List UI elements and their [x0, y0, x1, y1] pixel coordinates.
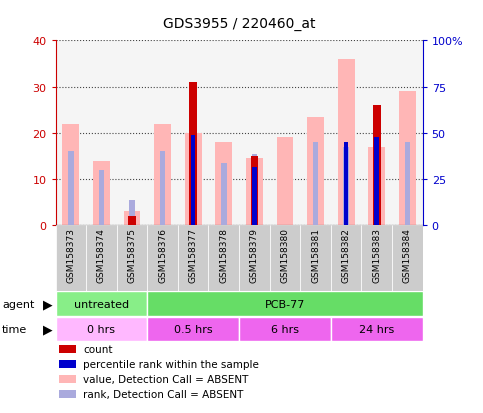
Bar [147, 225, 178, 291]
Bar [252, 168, 256, 225]
Bar [154, 124, 171, 225]
Bar [369, 147, 385, 225]
Bar [147, 317, 239, 341]
Text: GSM158383: GSM158383 [372, 228, 381, 282]
Bar [374, 145, 380, 225]
Bar [361, 225, 392, 291]
Bar [307, 117, 324, 225]
Bar [86, 225, 117, 291]
Text: GSM158378: GSM158378 [219, 228, 228, 282]
Text: GSM158377: GSM158377 [189, 228, 198, 282]
Text: PCB-77: PCB-77 [265, 299, 305, 309]
Bar [178, 225, 209, 291]
Bar [300, 225, 331, 291]
Bar [93, 161, 110, 225]
Bar [239, 225, 270, 291]
Text: GSM158381: GSM158381 [311, 228, 320, 282]
Bar [374, 138, 379, 225]
Bar [191, 136, 196, 225]
Text: GSM158382: GSM158382 [341, 228, 351, 282]
Bar [373, 106, 381, 225]
Bar [343, 147, 349, 225]
Bar [239, 317, 331, 341]
Bar [405, 143, 410, 225]
Text: 6 hrs: 6 hrs [271, 324, 299, 334]
Text: GDS3955 / 220460_at: GDS3955 / 220460_at [163, 17, 315, 31]
Bar [68, 152, 73, 225]
Bar [128, 216, 136, 225]
Bar [251, 157, 258, 225]
Bar [189, 83, 197, 225]
Text: 24 hrs: 24 hrs [359, 324, 394, 334]
Bar [246, 159, 263, 225]
Bar [59, 360, 76, 368]
Text: 0 hrs: 0 hrs [87, 324, 115, 334]
Bar [252, 154, 257, 225]
Bar [56, 292, 147, 316]
Bar [56, 225, 86, 291]
Bar [117, 225, 147, 291]
Text: time: time [2, 324, 27, 334]
Text: 0.5 hrs: 0.5 hrs [174, 324, 213, 334]
Bar [185, 133, 201, 225]
Bar [147, 292, 423, 316]
Text: value, Detection Call = ABSENT: value, Detection Call = ABSENT [83, 374, 248, 384]
Bar [59, 345, 76, 353]
Bar [221, 164, 227, 225]
Text: percentile rank within the sample: percentile rank within the sample [83, 359, 259, 369]
Bar [399, 92, 416, 225]
Bar [277, 138, 293, 225]
Bar [331, 317, 423, 341]
Bar [392, 225, 423, 291]
Text: agent: agent [2, 299, 34, 309]
Text: GSM158373: GSM158373 [66, 228, 75, 282]
Bar [56, 317, 147, 341]
Bar [59, 390, 76, 398]
Bar [215, 143, 232, 225]
Text: GSM158376: GSM158376 [158, 228, 167, 282]
Text: GSM158374: GSM158374 [97, 228, 106, 282]
Text: ▶: ▶ [43, 323, 53, 335]
Bar [160, 152, 165, 225]
Text: GSM158379: GSM158379 [250, 228, 259, 282]
Text: ▶: ▶ [43, 297, 53, 310]
Bar [270, 225, 300, 291]
Bar [209, 225, 239, 291]
Bar [124, 212, 141, 225]
Text: untreated: untreated [74, 299, 129, 309]
Bar [338, 60, 355, 225]
Bar [99, 171, 104, 225]
Text: GSM158380: GSM158380 [281, 228, 289, 282]
Bar [59, 375, 76, 383]
Text: GSM158384: GSM158384 [403, 228, 412, 282]
Text: count: count [83, 344, 113, 354]
Bar [129, 200, 135, 225]
Bar [344, 143, 348, 225]
Text: GSM158375: GSM158375 [128, 228, 137, 282]
Bar [313, 143, 318, 225]
Text: rank, Detection Call = ABSENT: rank, Detection Call = ABSENT [83, 389, 243, 399]
Bar [331, 225, 361, 291]
Bar [62, 124, 79, 225]
